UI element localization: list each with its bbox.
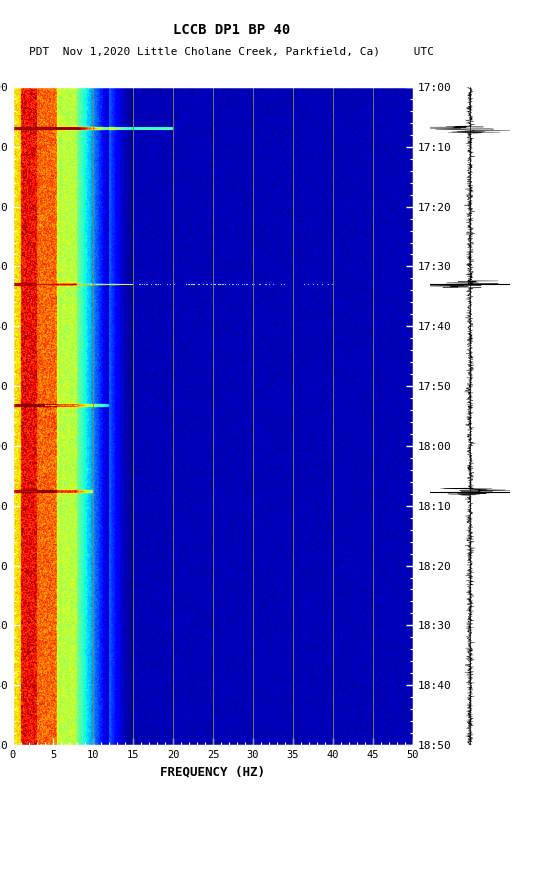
Text: PDT  Nov 1,2020 Little Cholane Creek, Parkfield, Ca)     UTC: PDT Nov 1,2020 Little Cholane Creek, Par…	[29, 47, 434, 57]
Text: LCCB DP1 BP 40: LCCB DP1 BP 40	[173, 23, 290, 37]
X-axis label: FREQUENCY (HZ): FREQUENCY (HZ)	[161, 765, 266, 779]
